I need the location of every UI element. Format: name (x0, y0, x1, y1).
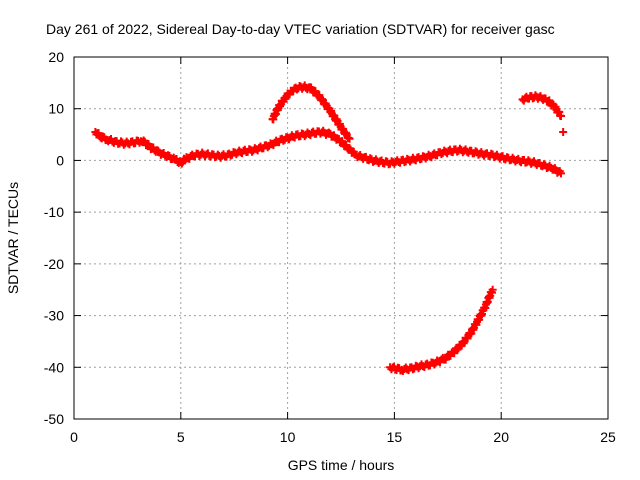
series-isolated-point (559, 127, 568, 136)
data-point (139, 136, 148, 145)
y-tick-label: 10 (48, 101, 64, 117)
x-tick-label: 0 (70, 429, 78, 445)
x-tick-label: 20 (493, 429, 509, 445)
plot-frame (73, 56, 609, 420)
chart-title: Day 261 of 2022, Sidereal Day-to-day VTE… (46, 21, 555, 37)
y-tick-label: 0 (56, 152, 64, 168)
data-point (488, 285, 497, 294)
x-tick-label: 5 (177, 429, 185, 445)
y-tick-label: -40 (44, 359, 64, 375)
y-tick-label: 20 (48, 49, 64, 65)
x-tick-label: 15 (387, 429, 403, 445)
data-point (324, 128, 333, 137)
series-upper-arc (268, 81, 354, 143)
data-points (91, 81, 568, 375)
data-point (345, 134, 354, 143)
axis-ticks: 0 5 10 15 20 25 -50 -40 -30 -20 -10 0 10 20 (44, 49, 616, 445)
y-tick-label: -50 (44, 411, 64, 427)
series-main-trace (91, 126, 566, 178)
data-point (559, 127, 568, 136)
x-tick-label: 10 (280, 429, 296, 445)
x-axis-title: GPS time / hours (288, 457, 395, 473)
x-tick-label: 25 (600, 429, 616, 445)
y-axis-title: SDTVAR / TECUs (5, 182, 21, 294)
y-tick-label: -20 (44, 256, 64, 272)
data-point (453, 345, 462, 354)
y-tick-label: -10 (44, 204, 64, 220)
series-short-arc (518, 91, 566, 120)
y-tick-label: -30 (44, 308, 64, 324)
data-point (345, 144, 354, 153)
series-lower-arc (386, 285, 497, 375)
data-point (557, 169, 566, 178)
data-point (557, 111, 566, 120)
grid-lines (74, 57, 608, 419)
